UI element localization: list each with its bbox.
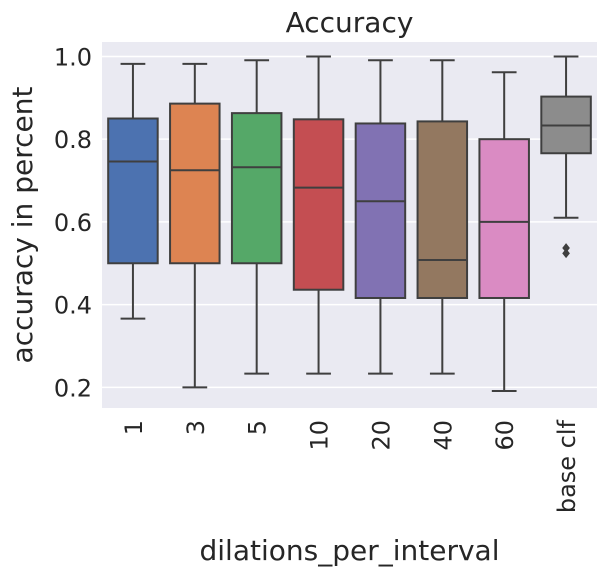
- box-3: [169, 62, 221, 389]
- x-tick-label: 40: [429, 420, 457, 451]
- box-10: [292, 55, 345, 375]
- box-20: [354, 59, 407, 375]
- x-tick-label: base clf: [553, 419, 581, 513]
- box-iqr: [292, 118, 345, 291]
- outlier-point: [562, 243, 570, 253]
- x-axis-label: dilations_per_interval: [200, 534, 500, 567]
- x-tick-labels: 1 3 5 10 20 40 60 base clf: [120, 419, 581, 513]
- box-iqr: [416, 120, 469, 299]
- x-tick-label: 3: [182, 420, 210, 435]
- box-base-clf: [540, 55, 592, 259]
- box-5: [230, 59, 283, 375]
- box-iqr: [169, 102, 221, 265]
- x-tick-label: 10: [306, 420, 334, 451]
- y-tick-label: 0.6: [54, 209, 92, 237]
- x-tick-label: 1: [120, 420, 148, 435]
- box-40: [416, 59, 469, 375]
- chart-title: Accuracy: [286, 6, 414, 39]
- x-tick-label: 20: [367, 420, 395, 451]
- box-60: [478, 71, 530, 393]
- x-tick-label: 5: [244, 420, 272, 435]
- box-1: [107, 62, 159, 320]
- y-tick-labels: 0.2 0.4 0.6 0.8 1.0: [54, 43, 92, 402]
- outlier-point: [562, 248, 570, 259]
- y-tick-label: 0.2: [54, 374, 92, 402]
- boxes: [107, 55, 592, 393]
- y-tick-label: 1.0: [54, 43, 92, 71]
- box-iqr: [230, 112, 283, 265]
- y-tick-label: 0.4: [54, 292, 92, 320]
- box-iqr: [478, 138, 530, 299]
- y-tick-label: 0.8: [54, 126, 92, 154]
- box-iqr: [107, 117, 159, 265]
- box-iqr: [354, 122, 407, 299]
- y-axis-label: accuracy in percent: [6, 87, 39, 364]
- x-tick-label: 60: [491, 420, 519, 451]
